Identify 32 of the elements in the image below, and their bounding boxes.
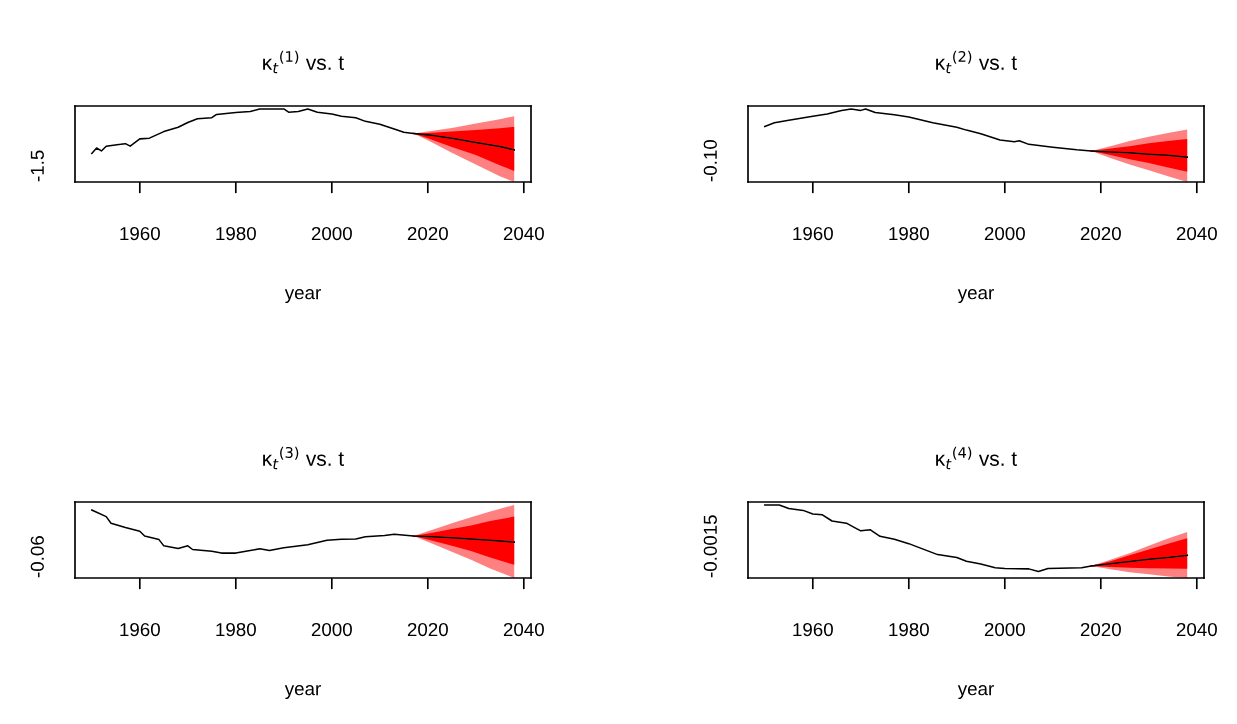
chart-title: κ$_{t}$$^{(3)}$ vs. t <box>263 446 344 470</box>
x-tick-label: 2020 <box>1080 622 1121 637</box>
x-axis-title: year <box>957 289 994 304</box>
text: -0.0015 <box>703 515 717 578</box>
x-tick-label: 1980 <box>889 226 929 241</box>
chart-title: κ$_{t}$$^{(4)}$ vs. t <box>936 446 1017 470</box>
x-tick-label: 1980 <box>216 622 256 637</box>
x-tick-label: 2000 <box>311 622 352 637</box>
x-tick-label: 2020 <box>1080 226 1121 241</box>
x-tick-label: 2040 <box>503 226 544 241</box>
x-tick-label: 1980 <box>216 226 256 241</box>
x-tick-label: 2040 <box>1176 226 1217 241</box>
x-tick-label: 1980 <box>889 622 929 637</box>
x-axis-title: year <box>284 685 321 700</box>
x-tick-label: 1960 <box>120 622 160 637</box>
x-tick-label: 2000 <box>311 226 352 241</box>
x-tick-label: 1960 <box>793 226 833 241</box>
text: -1.5 <box>30 150 44 182</box>
chart-title: κ$_{t}$$^{(1)}$ vs. t <box>263 50 344 74</box>
x-tick-label: 2000 <box>984 622 1025 637</box>
x-tick-label: 2020 <box>407 226 448 241</box>
x-tick-label: 2000 <box>984 226 1025 241</box>
text: -0.10 <box>703 140 717 182</box>
x-tick-label: 2040 <box>503 622 544 637</box>
x-tick-label: 1960 <box>793 622 833 637</box>
x-tick-label: 1960 <box>120 226 160 241</box>
x-tick-label: 2020 <box>407 622 448 637</box>
text: -0.06 <box>30 536 44 578</box>
x-axis-title: year <box>957 685 994 700</box>
x-tick-label: 2040 <box>1176 622 1217 637</box>
chart-title: κ$_{t}$$^{(2)}$ vs. t <box>936 50 1017 74</box>
x-axis-title: year <box>284 289 321 304</box>
